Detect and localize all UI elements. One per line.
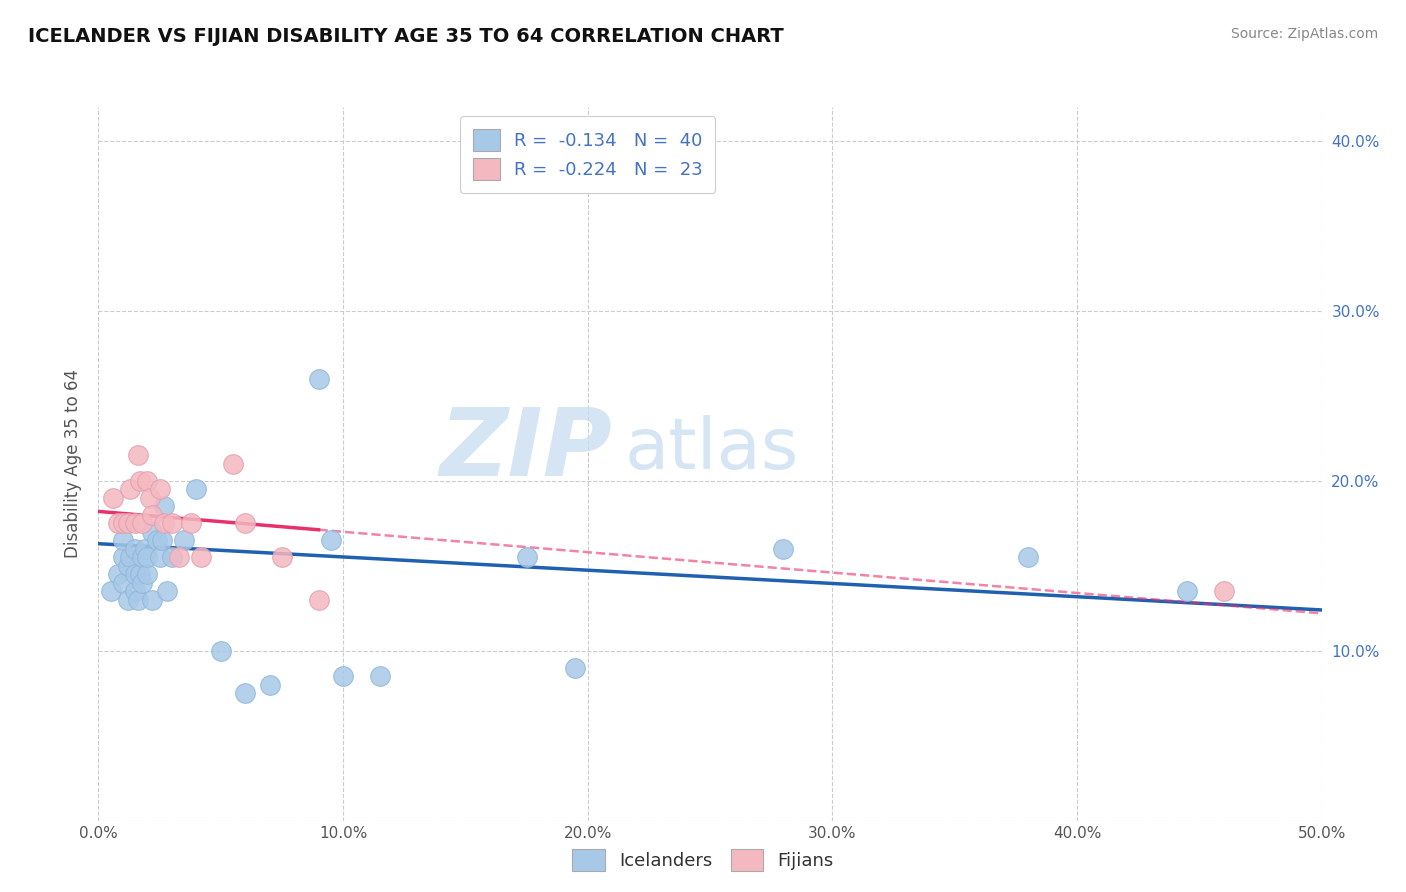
Text: atlas: atlas — [624, 415, 799, 484]
Legend: R =  -0.134   N =  40, R =  -0.224   N =  23: R = -0.134 N = 40, R = -0.224 N = 23 — [460, 116, 716, 193]
Point — [129, 474, 152, 488]
Point — [127, 592, 149, 607]
Point — [1017, 550, 1039, 565]
Point — [153, 516, 176, 531]
Point — [124, 567, 146, 582]
Point — [772, 541, 794, 556]
Point — [134, 541, 156, 556]
Point — [515, 550, 537, 565]
Text: ICELANDER VS FIJIAN DISABILITY AGE 35 TO 64 CORRELATION CHART: ICELANDER VS FIJIAN DISABILITY AGE 35 TO… — [28, 27, 785, 45]
Point — [222, 457, 245, 471]
Point — [141, 592, 163, 607]
Point — [107, 567, 129, 582]
Point — [141, 524, 163, 539]
Point — [120, 483, 142, 497]
Point — [131, 575, 153, 590]
Point — [107, 516, 129, 531]
Point — [149, 483, 172, 497]
Point — [308, 592, 330, 607]
Point — [1175, 584, 1198, 599]
Point — [153, 500, 176, 514]
Point — [167, 550, 190, 565]
Point — [124, 516, 146, 531]
Point — [111, 533, 134, 548]
Point — [160, 516, 183, 531]
Point — [149, 550, 172, 565]
Point — [111, 550, 134, 565]
Point — [180, 516, 202, 531]
Point — [1212, 584, 1234, 599]
Point — [127, 448, 149, 462]
Point — [270, 550, 294, 565]
Point — [233, 686, 256, 700]
Point — [259, 678, 281, 692]
Point — [233, 516, 256, 531]
Point — [111, 575, 134, 590]
Point — [131, 516, 153, 531]
Point — [150, 533, 173, 548]
Point — [101, 491, 124, 505]
Point — [173, 533, 195, 548]
Point — [136, 550, 159, 565]
Point — [319, 533, 342, 548]
Point — [209, 644, 232, 658]
Text: Source: ZipAtlas.com: Source: ZipAtlas.com — [1230, 27, 1378, 41]
Point — [190, 550, 212, 565]
Point — [368, 669, 391, 683]
Point — [139, 491, 162, 505]
Point — [308, 372, 330, 386]
Point — [156, 584, 179, 599]
Point — [124, 584, 146, 599]
Point — [131, 550, 153, 565]
Point — [141, 508, 163, 522]
Point — [124, 541, 146, 556]
Text: ZIP: ZIP — [439, 403, 612, 496]
Point — [332, 669, 354, 683]
Point — [129, 567, 152, 582]
Point — [564, 661, 586, 675]
Point — [117, 592, 139, 607]
Y-axis label: Disability Age 35 to 64: Disability Age 35 to 64 — [65, 369, 83, 558]
Point — [146, 533, 169, 548]
Point — [186, 483, 208, 497]
Point — [111, 516, 134, 531]
Point — [120, 550, 142, 565]
Legend: Icelanders, Fijians: Icelanders, Fijians — [565, 842, 841, 879]
Point — [136, 567, 159, 582]
Point — [100, 584, 122, 599]
Point — [136, 474, 159, 488]
Point — [117, 516, 139, 531]
Point — [117, 558, 139, 573]
Point — [160, 550, 183, 565]
